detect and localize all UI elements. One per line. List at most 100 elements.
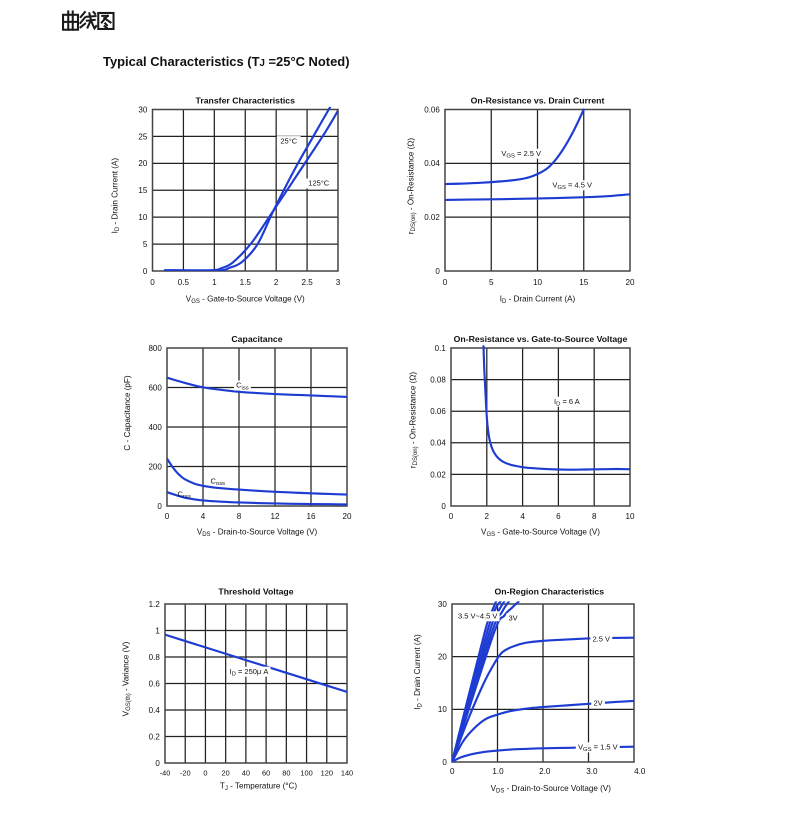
- svg-text:80: 80: [282, 768, 290, 777]
- svg-text:0: 0: [143, 267, 148, 276]
- svg-text:0: 0: [450, 767, 455, 776]
- svg-text:6: 6: [556, 512, 561, 521]
- svg-text:VDS - Drain-to-Source Voltage: VDS - Drain-to-Source Voltage (V): [491, 784, 612, 795]
- svg-text:0.6: 0.6: [149, 679, 161, 688]
- svg-text:20: 20: [222, 768, 230, 777]
- svg-text:ID - Drain Current (A): ID - Drain Current (A): [110, 158, 121, 234]
- svg-text:3V: 3V: [509, 614, 518, 623]
- svg-text:8: 8: [237, 512, 242, 521]
- svg-text:200: 200: [148, 462, 162, 471]
- svg-text:16: 16: [306, 512, 316, 521]
- svg-text:12: 12: [270, 512, 280, 521]
- svg-text:800: 800: [148, 344, 162, 353]
- svg-text:15: 15: [579, 278, 589, 287]
- svg-text:40: 40: [242, 768, 250, 777]
- svg-text:0.08: 0.08: [430, 376, 446, 385]
- svg-text:0: 0: [435, 267, 440, 276]
- svg-text:0: 0: [203, 768, 207, 777]
- svg-text:10: 10: [438, 705, 447, 714]
- svg-text:1: 1: [155, 626, 160, 635]
- svg-text:rDS(on) - On-Resistance (Ω): rDS(on) - On-Resistance (Ω): [409, 372, 420, 468]
- svg-text:0: 0: [165, 512, 170, 521]
- svg-text:Crss: Crss: [178, 490, 191, 501]
- svg-text:0.1: 0.1: [435, 344, 447, 353]
- svg-text:15: 15: [138, 186, 147, 195]
- svg-text:ID = 6 A: ID = 6 A: [554, 397, 580, 408]
- svg-text:ID = 250μ A: ID = 250μ A: [230, 667, 269, 678]
- svg-text:0.04: 0.04: [424, 159, 440, 168]
- svg-text:20: 20: [138, 159, 147, 168]
- svg-text:Threshold Voltage: Threshold Voltage: [218, 587, 293, 597]
- svg-text:ID - Drain Current (A): ID - Drain Current (A): [413, 634, 424, 710]
- svg-text:0: 0: [443, 278, 448, 287]
- svg-text:25°C: 25°C: [280, 136, 297, 145]
- svg-text:600: 600: [148, 383, 162, 392]
- svg-text:Ciss: Ciss: [236, 381, 249, 392]
- svg-text:1: 1: [212, 278, 217, 287]
- svg-text:2.5: 2.5: [301, 278, 313, 287]
- svg-text:0.02: 0.02: [424, 213, 440, 222]
- svg-text:On-Resistance vs. Drain Curren: On-Resistance vs. Drain Current: [471, 95, 605, 105]
- svg-text:0: 0: [441, 502, 446, 511]
- svg-text:1.5: 1.5: [240, 278, 252, 287]
- svg-text:10: 10: [533, 278, 543, 287]
- svg-text:2V: 2V: [594, 699, 603, 708]
- svg-text:10: 10: [625, 512, 635, 521]
- svg-text:0: 0: [150, 278, 155, 287]
- svg-text:Typical Characteristics (TJ =2: Typical Characteristics (TJ =25°C Noted): [103, 54, 350, 69]
- svg-text:1.0: 1.0: [492, 767, 504, 776]
- svg-text:0.04: 0.04: [430, 439, 446, 448]
- svg-text:-20: -20: [180, 768, 191, 777]
- svg-text:20: 20: [625, 278, 635, 287]
- svg-text:3.0: 3.0: [586, 767, 598, 776]
- svg-text:VGS(th) - Variance (V): VGS(th) - Variance (V): [122, 641, 133, 716]
- svg-text:VGS - Gate-to-Source Voltage (: VGS - Gate-to-Source Voltage (V): [481, 528, 600, 539]
- svg-text:20: 20: [342, 512, 352, 521]
- svg-text:5: 5: [143, 240, 148, 249]
- svg-text:VGS = 1.5 V: VGS = 1.5 V: [578, 743, 618, 754]
- svg-text:2: 2: [485, 512, 490, 521]
- svg-text:0.2: 0.2: [149, 732, 161, 741]
- svg-text:1.2: 1.2: [149, 600, 161, 609]
- svg-text:0.06: 0.06: [424, 105, 440, 114]
- svg-text:125°C: 125°C: [308, 179, 330, 188]
- svg-text:0: 0: [449, 512, 454, 521]
- svg-text:C - Capacitance (pF): C - Capacitance (pF): [123, 375, 132, 450]
- svg-text:0.5: 0.5: [178, 278, 190, 287]
- svg-text:0.8: 0.8: [149, 653, 161, 662]
- svg-text:3.5 V~4.5 V: 3.5 V~4.5 V: [458, 612, 497, 621]
- svg-text:2.0: 2.0: [539, 767, 551, 776]
- svg-text:0: 0: [157, 502, 162, 511]
- svg-text:4: 4: [520, 512, 525, 521]
- svg-text:120: 120: [321, 768, 333, 777]
- svg-text:Capacitance: Capacitance: [231, 334, 282, 344]
- svg-text:30: 30: [138, 105, 147, 114]
- svg-text:Transfer Characteristics: Transfer Characteristics: [196, 95, 296, 105]
- svg-text:VGS = 4.5 V: VGS = 4.5 V: [552, 181, 592, 192]
- svg-text:4: 4: [201, 512, 206, 521]
- svg-text:VGS = 2.5 V: VGS = 2.5 V: [501, 149, 541, 160]
- svg-text:30: 30: [438, 600, 447, 609]
- svg-text:-40: -40: [160, 768, 171, 777]
- svg-text:5: 5: [489, 278, 494, 287]
- svg-text:0.4: 0.4: [149, 706, 161, 715]
- svg-text:3: 3: [336, 278, 341, 287]
- svg-text:VDS - Drain-to-Source Voltage: VDS - Drain-to-Source Voltage (V): [197, 528, 318, 539]
- svg-text:0: 0: [442, 758, 447, 767]
- svg-text:20: 20: [438, 653, 447, 662]
- svg-text:60: 60: [262, 768, 270, 777]
- svg-text:ID - Drain Current (A): ID - Drain Current (A): [500, 295, 576, 306]
- svg-text:0: 0: [155, 759, 160, 768]
- svg-text:2.5 V: 2.5 V: [593, 635, 611, 644]
- svg-text:25: 25: [138, 132, 147, 141]
- svg-text:100: 100: [300, 768, 312, 777]
- svg-text:8: 8: [592, 512, 597, 521]
- svg-text:Coss: Coss: [211, 476, 226, 487]
- svg-text:0.06: 0.06: [430, 407, 446, 416]
- svg-text:140: 140: [341, 768, 353, 777]
- svg-text:0.02: 0.02: [430, 470, 446, 479]
- svg-text:4.0: 4.0: [634, 767, 646, 776]
- svg-text:rDS(on) - On-Resistance (Ω): rDS(on) - On-Resistance (Ω): [407, 138, 418, 234]
- svg-text:400: 400: [148, 423, 162, 432]
- svg-text:2: 2: [274, 278, 279, 287]
